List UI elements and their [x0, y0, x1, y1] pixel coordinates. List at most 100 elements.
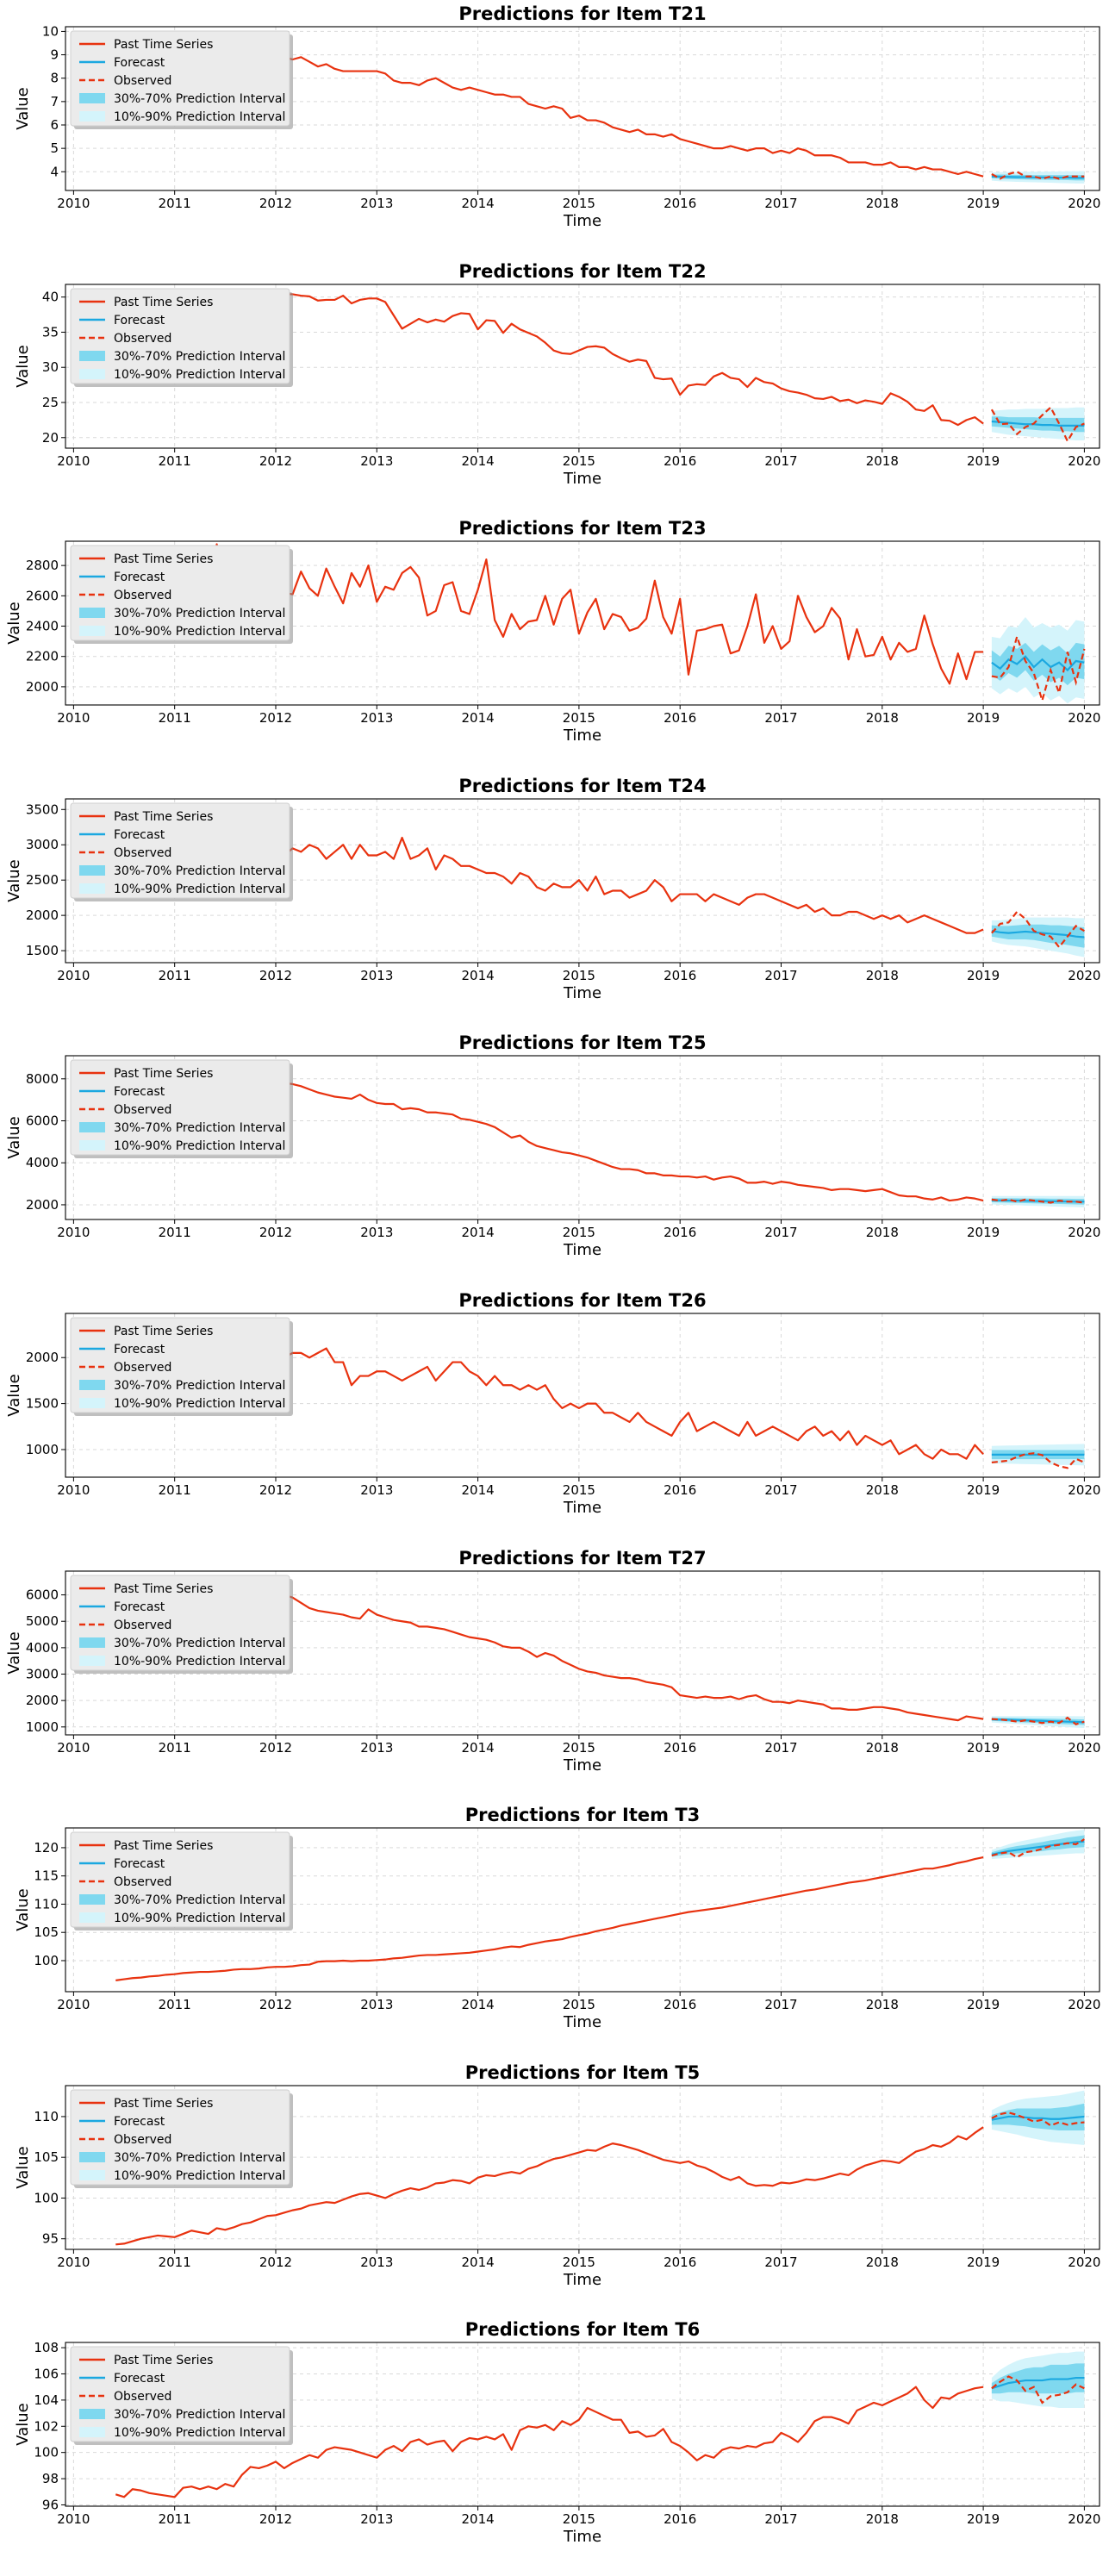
y-tick-label: 120: [34, 1840, 59, 1856]
legend-label: Past Time Series: [114, 1839, 213, 1853]
legend-label: Forecast: [114, 828, 165, 842]
legend-label: Past Time Series: [114, 2097, 213, 2111]
legend-label: 10%-90% Prediction Interval: [114, 368, 285, 382]
x-tick-label: 2011: [159, 1740, 191, 1756]
x-tick-label: 2010: [57, 1225, 90, 1240]
y-axis-label: Value: [5, 859, 23, 901]
legend-box: [70, 2089, 290, 2186]
y-tick-label: 2000: [26, 908, 59, 923]
x-tick-label: 2016: [664, 2511, 696, 2527]
x-tick-label: 2020: [1068, 1997, 1100, 2012]
axes-frame: [65, 540, 1100, 706]
y-tick-label: 2000: [26, 1350, 59, 1365]
legend-swatch-patch: [79, 1912, 105, 1923]
x-tick-label: 2018: [866, 2511, 899, 2527]
legend-box: [70, 802, 290, 899]
legend-label: Past Time Series: [114, 1325, 213, 1338]
axes-frame: [65, 798, 1100, 964]
y-tick-label: 115: [34, 1868, 59, 1884]
x-tick-label: 2016: [664, 968, 696, 983]
x-tick-label: 2015: [563, 710, 595, 726]
legend: Past Time Series Forecast Observed 30%-70% …: [70, 288, 293, 387]
x-axis-label: Time: [563, 212, 601, 230]
legend-label: Forecast: [114, 56, 165, 70]
x-tick-label: 2014: [461, 2255, 494, 2270]
y-tick-label: 2200: [26, 649, 59, 664]
y-tick-label: 100: [34, 2190, 59, 2205]
y-tick-label: 102: [34, 2418, 59, 2434]
y-tick-label: 2000: [26, 1693, 59, 1708]
y-tick-label: 104: [34, 2392, 59, 2408]
y-tick-label: 98: [42, 2471, 59, 2486]
chart-title: Predictions for Item T24: [458, 776, 706, 796]
legend-swatch-patch: [79, 2152, 105, 2162]
y-tick-label: 2800: [26, 558, 59, 573]
legend-label: Observed: [114, 1103, 171, 1117]
x-tick-label: 2010: [57, 710, 90, 726]
y-tick-label: 2400: [26, 619, 59, 634]
legend-swatch-patch: [79, 369, 105, 379]
x-tick-label: 2011: [159, 1997, 191, 2012]
x-tick-label: 2013: [360, 2255, 393, 2270]
y-tick-label: 2000: [26, 679, 59, 695]
legend-swatch-patch: [79, 111, 105, 122]
observed-line: [991, 633, 1086, 704]
legend-label: Observed: [114, 589, 171, 602]
x-axis-label: Time: [563, 2271, 601, 2289]
x-tick-label: 2010: [57, 1740, 90, 1756]
x-tick-label: 2013: [360, 2511, 393, 2527]
y-axis-label: Value: [5, 1631, 23, 1674]
legend-label: Forecast: [114, 2115, 165, 2129]
y-axis-label: Value: [14, 1888, 32, 1930]
y-tick-label: 10: [42, 23, 59, 39]
chart-title: Predictions for Item T5: [465, 2062, 701, 2083]
legend-label: Past Time Series: [114, 1582, 213, 1596]
observed-line: [990, 405, 1085, 444]
y-tick-label: 110: [34, 2109, 59, 2124]
x-tick-label: 2012: [259, 196, 292, 211]
y-axis-label: Value: [5, 602, 23, 644]
x-tick-label: 2014: [461, 968, 494, 983]
x-axis-label: Time: [563, 2528, 601, 2546]
legend-box: [70, 1317, 290, 1413]
x-tick-label: 2015: [563, 1740, 595, 1756]
legend-label: Observed: [114, 332, 171, 346]
legend: Past Time Series Forecast Observed 30%-70% …: [70, 2089, 293, 2188]
y-tick-label: 6000: [26, 1113, 59, 1129]
legend-label: Observed: [114, 1361, 171, 1375]
x-tick-label: 2016: [664, 196, 696, 211]
x-tick-label: 2012: [259, 1997, 292, 2012]
x-tick-label: 2017: [764, 2255, 797, 2270]
legend-label: Forecast: [114, 314, 165, 327]
legend-label: Forecast: [114, 1857, 165, 1871]
x-tick-label: 2015: [563, 1482, 595, 1498]
x-tick-label: 2010: [57, 196, 90, 211]
axes-frame: [65, 1313, 1100, 1478]
x-tick-label: 2019: [967, 453, 1000, 469]
legend-label: 30%-70% Prediction Interval: [114, 2151, 285, 2165]
legend: Past Time Series Forecast Observed 30%-70% …: [70, 1831, 293, 1930]
chart-panel: Predictions for Item T3 2010 2011 2012 2013 2…: [14, 1805, 1100, 2031]
x-tick-label: 2018: [866, 1482, 899, 1498]
legend-label: 10%-90% Prediction Interval: [114, 110, 285, 124]
legend-label: 30%-70% Prediction Interval: [114, 2408, 285, 2422]
x-tick-label: 2019: [967, 1482, 1000, 1498]
observed-line: [991, 1198, 1085, 1204]
y-tick-label: 2600: [26, 588, 59, 603]
x-tick-label: 2017: [764, 1225, 797, 1240]
legend-label: Forecast: [114, 571, 165, 584]
legend-swatch-patch: [79, 1122, 105, 1132]
legend-swatch-patch: [79, 2170, 105, 2180]
x-tick-label: 2017: [764, 453, 797, 469]
x-tick-label: 2015: [563, 2255, 595, 2270]
legend-label: 30%-70% Prediction Interval: [114, 1893, 285, 1907]
y-tick-label: 40: [42, 290, 59, 305]
x-tick-label: 2015: [563, 2511, 595, 2527]
y-axis-label: Value: [14, 2146, 32, 2188]
band-30-70: [991, 2103, 1085, 2130]
x-tick-label: 2010: [57, 453, 90, 469]
legend-label: 10%-90% Prediction Interval: [114, 1655, 285, 1668]
y-tick-label: 2000: [26, 1197, 59, 1213]
legend: Past Time Series Forecast Observed 30%-70% …: [70, 802, 293, 901]
x-tick-label: 2017: [764, 196, 797, 211]
